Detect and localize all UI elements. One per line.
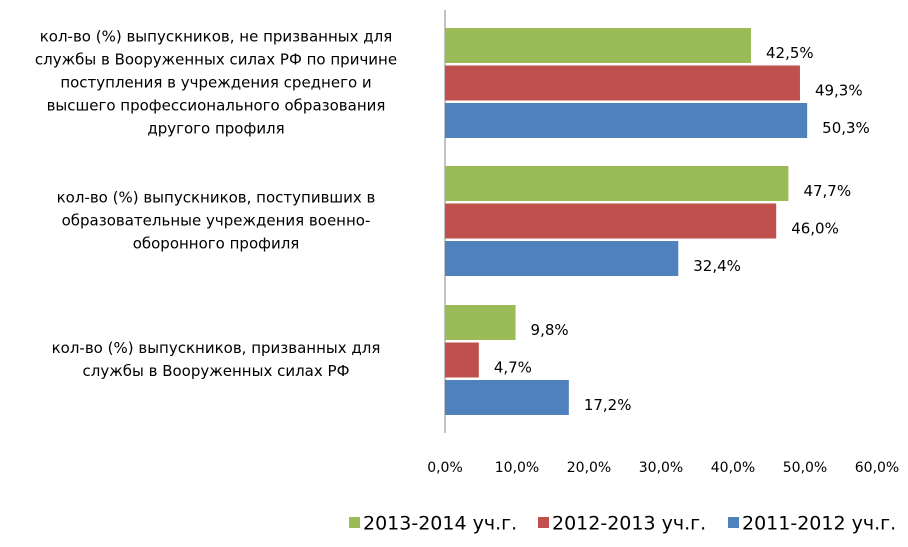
data-label: 50,3% xyxy=(822,119,870,137)
legend-swatch xyxy=(538,517,549,528)
x-tick-label: 50,0% xyxy=(783,460,827,476)
bar xyxy=(445,65,800,101)
bar xyxy=(445,28,751,63)
x-tick-label: 60,0% xyxy=(855,460,899,476)
bar xyxy=(445,305,516,340)
x-tick-label: 10,0% xyxy=(495,460,539,476)
category-label: кол-во (%) выпускников, поступивших в об… xyxy=(56,188,376,253)
x-tick-label: 40,0% xyxy=(711,460,755,476)
data-label: 32,4% xyxy=(693,257,741,275)
bar xyxy=(445,203,777,239)
bar xyxy=(445,380,569,415)
category-label: кол-во (%) выпускников, призванных для с… xyxy=(51,339,381,380)
bar xyxy=(445,241,679,276)
bar xyxy=(445,342,479,378)
data-label: 4,7% xyxy=(494,359,532,377)
legend-label: 2012-2013 уч.г. xyxy=(552,513,706,535)
legend-swatch xyxy=(349,517,360,528)
category-label: кол-во (%) выпускников, не призванных дл… xyxy=(34,27,398,138)
x-tick-label: 0,0% xyxy=(427,460,463,476)
data-label: 17,2% xyxy=(584,396,632,414)
bar xyxy=(445,166,789,201)
data-label: 9,8% xyxy=(531,321,569,339)
legend-swatch xyxy=(728,517,739,528)
data-label: 46,0% xyxy=(791,220,839,238)
legend-label: 2013-2014 уч.г. xyxy=(363,513,517,535)
legend-label: 2011-2012 уч.г. xyxy=(742,513,896,535)
data-label: 47,7% xyxy=(803,182,851,200)
x-tick-label: 30,0% xyxy=(639,460,683,476)
data-label: 49,3% xyxy=(815,82,863,100)
data-label: 42,5% xyxy=(766,44,814,62)
x-tick-label: 20,0% xyxy=(567,460,611,476)
bar xyxy=(445,103,808,138)
